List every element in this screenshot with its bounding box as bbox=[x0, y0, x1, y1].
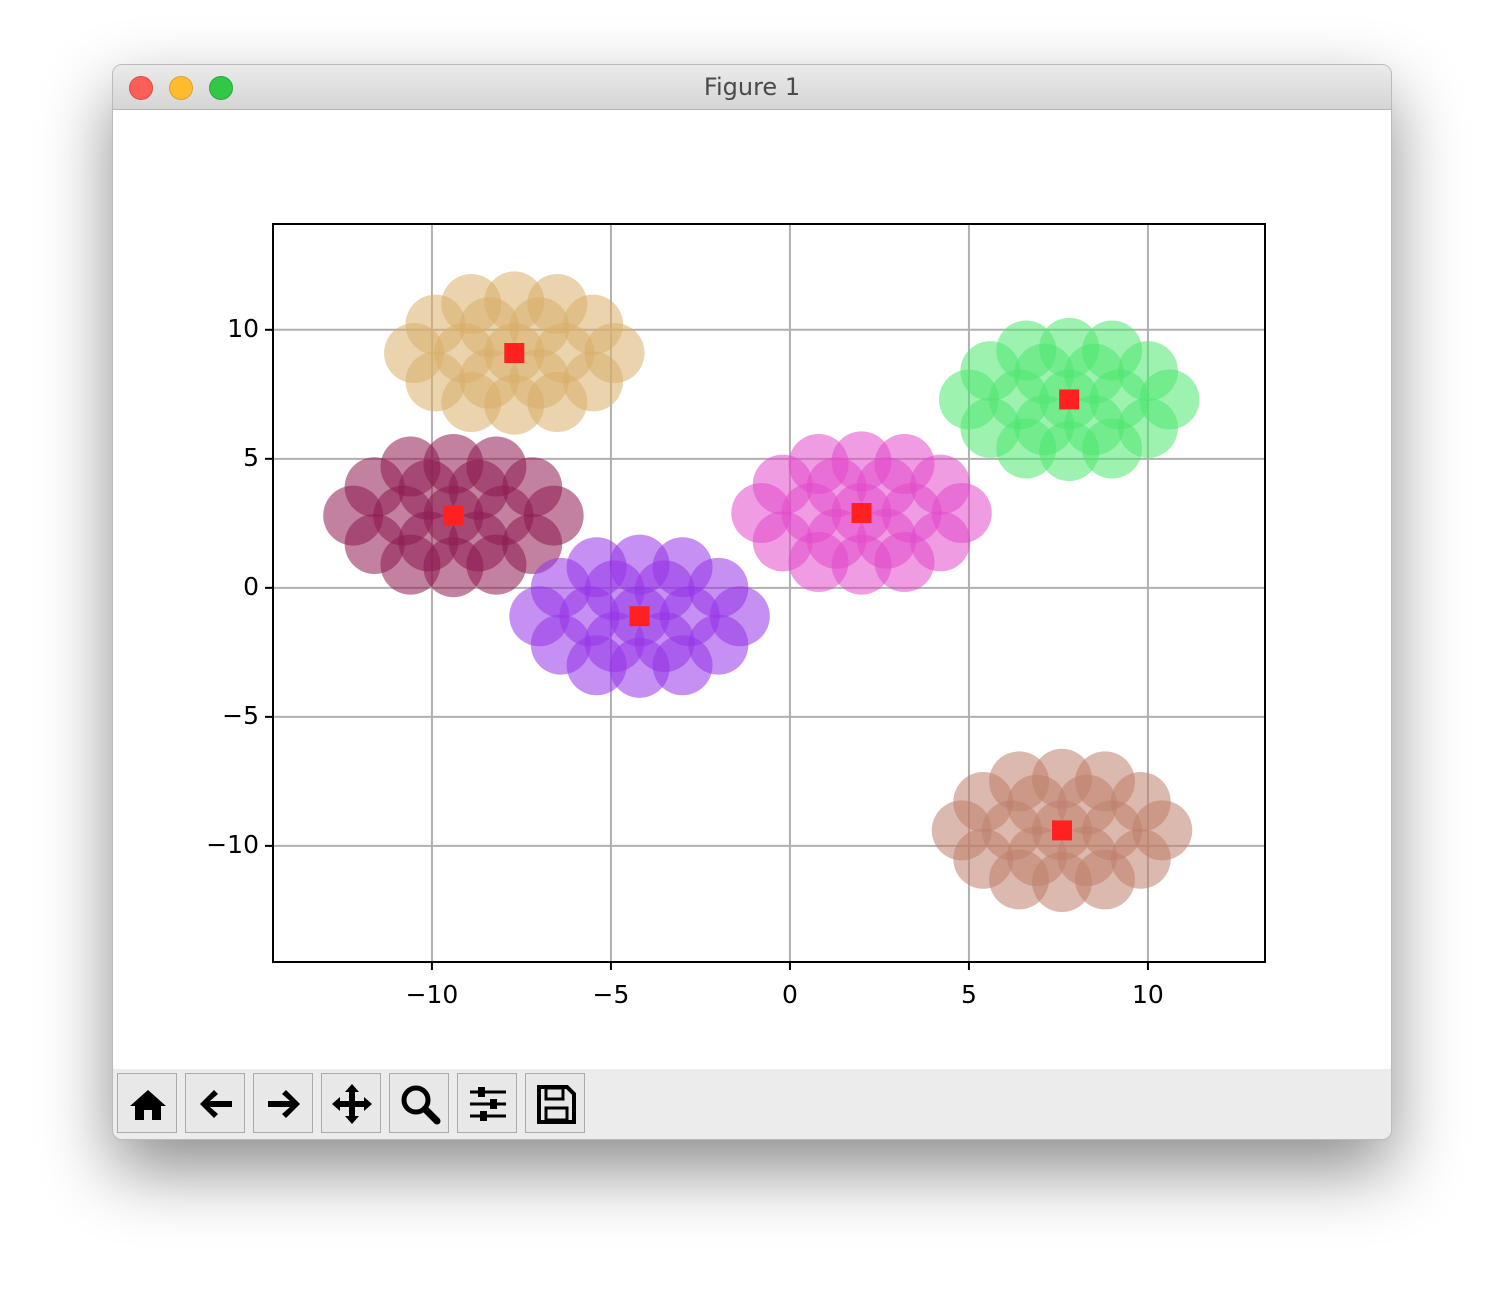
pan-button[interactable] bbox=[321, 1073, 381, 1133]
point bbox=[996, 418, 1057, 479]
point bbox=[1074, 849, 1135, 910]
y-tick-label: 10 bbox=[227, 314, 259, 343]
x-tick-label: 5 bbox=[961, 980, 977, 1009]
point bbox=[989, 849, 1050, 910]
point bbox=[1074, 751, 1135, 812]
chart: −10 −5 0 5 10 −10 −5 0 5 10 bbox=[206, 223, 1266, 1009]
save-button[interactable] bbox=[525, 1073, 585, 1133]
x-tick-label: −5 bbox=[593, 980, 630, 1009]
title-bar: Figure 1 bbox=[113, 65, 1391, 110]
window: Figure 1 −10 −5 0 5 10 −10 −5 0 5 10 bbox=[112, 64, 1392, 1140]
point bbox=[1039, 317, 1100, 378]
point bbox=[466, 436, 527, 497]
point bbox=[1032, 748, 1093, 809]
point bbox=[380, 534, 441, 595]
home-button[interactable] bbox=[117, 1073, 177, 1133]
point bbox=[441, 273, 502, 334]
point bbox=[527, 273, 588, 334]
point bbox=[484, 374, 545, 435]
point bbox=[989, 751, 1050, 812]
point bbox=[423, 433, 484, 494]
point bbox=[527, 372, 588, 433]
point bbox=[566, 635, 627, 696]
minimize-button[interactable] bbox=[169, 76, 193, 100]
point bbox=[788, 433, 849, 494]
center-marker bbox=[504, 343, 525, 364]
point bbox=[874, 433, 935, 494]
point bbox=[788, 532, 849, 593]
center-marker bbox=[629, 606, 650, 627]
point bbox=[831, 534, 892, 595]
toolbar bbox=[113, 1069, 1391, 1139]
point bbox=[380, 436, 441, 497]
point bbox=[1082, 418, 1143, 479]
x-tick-label: −10 bbox=[406, 980, 459, 1009]
close-button[interactable] bbox=[129, 76, 153, 100]
center-marker bbox=[443, 505, 464, 526]
y-tick-label: 0 bbox=[243, 572, 259, 601]
window-title: Figure 1 bbox=[703, 73, 801, 101]
center-marker bbox=[1059, 389, 1080, 410]
forward-button[interactable] bbox=[253, 1073, 313, 1133]
plot-frame bbox=[272, 223, 1266, 963]
point bbox=[831, 431, 892, 492]
point bbox=[609, 534, 670, 595]
point bbox=[423, 537, 484, 598]
point bbox=[996, 320, 1057, 381]
point bbox=[441, 372, 502, 433]
point bbox=[609, 637, 670, 698]
point bbox=[466, 534, 527, 595]
configure-button[interactable] bbox=[457, 1073, 517, 1133]
center-marker bbox=[1052, 820, 1073, 841]
y-tick-label: −5 bbox=[222, 701, 259, 730]
y-tick-label: 5 bbox=[243, 443, 259, 472]
x-tick-label: 0 bbox=[782, 980, 798, 1009]
back-button[interactable] bbox=[185, 1073, 245, 1133]
point bbox=[1082, 320, 1143, 381]
point bbox=[874, 532, 935, 593]
zoom-button[interactable] bbox=[209, 76, 233, 100]
center-marker bbox=[851, 503, 872, 524]
x-tick-label: 10 bbox=[1132, 980, 1164, 1009]
zoom-tool-button[interactable] bbox=[389, 1073, 449, 1133]
point bbox=[1039, 421, 1100, 482]
y-tick-label: −10 bbox=[206, 830, 259, 859]
point bbox=[1032, 852, 1093, 913]
point bbox=[652, 635, 713, 696]
point bbox=[652, 537, 713, 598]
point bbox=[566, 537, 627, 598]
point bbox=[484, 271, 545, 332]
